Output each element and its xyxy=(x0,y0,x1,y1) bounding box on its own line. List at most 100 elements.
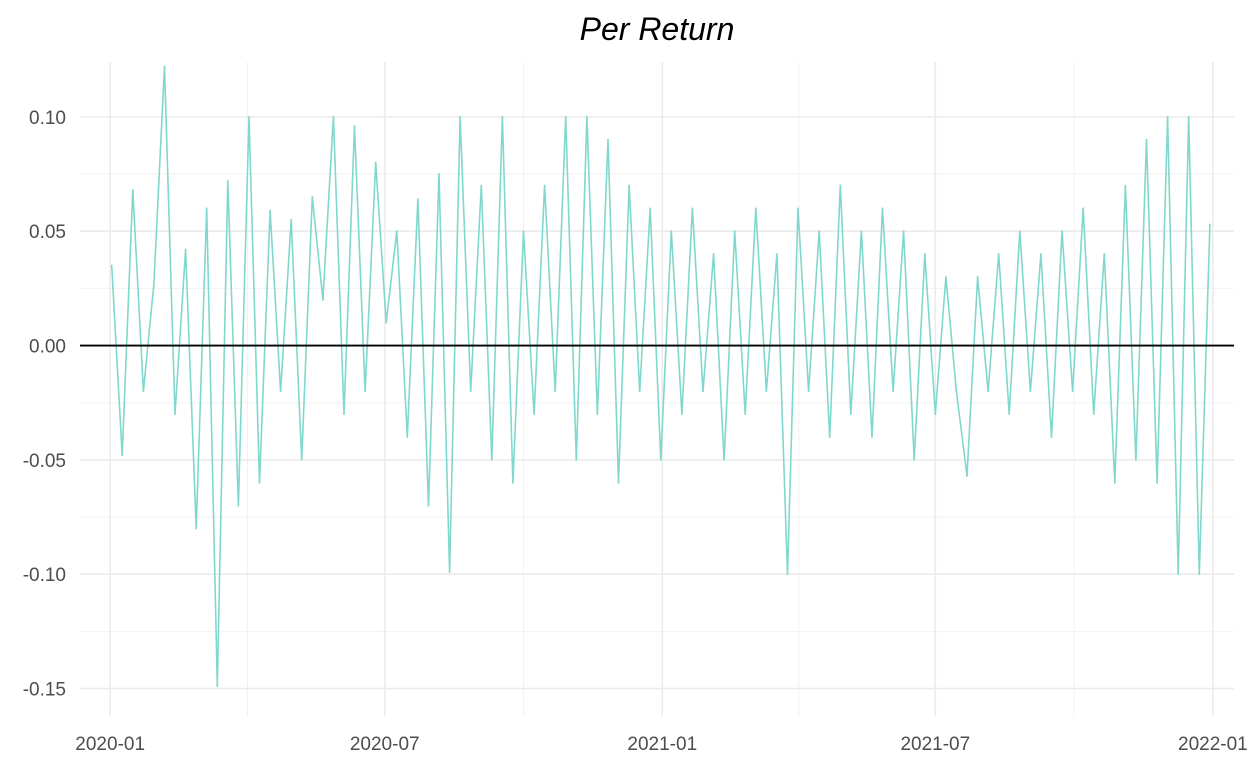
data-point xyxy=(290,218,293,221)
data-point xyxy=(406,436,409,438)
data-point xyxy=(1208,223,1211,226)
y-tick-labels: 0.10 0.05 0.00 -0.05 -0.10 -0.15 xyxy=(23,108,66,701)
data-point xyxy=(807,390,810,393)
data-point xyxy=(543,184,546,187)
data-point xyxy=(110,264,113,267)
data-point xyxy=(1082,207,1085,210)
data-point xyxy=(142,390,145,393)
x-tick-label: 2020-01 xyxy=(75,734,145,755)
data-point xyxy=(248,115,250,118)
data-point xyxy=(1061,230,1063,233)
data-point xyxy=(712,253,715,255)
data-point xyxy=(1145,138,1148,141)
data-point xyxy=(955,390,958,393)
y-tick-label: -0.15 xyxy=(23,680,66,701)
data-point xyxy=(395,230,398,233)
data-point xyxy=(184,248,187,251)
data-point xyxy=(913,458,916,461)
data-point xyxy=(501,115,504,118)
data-point xyxy=(258,481,261,484)
data-point xyxy=(818,230,821,233)
data-point xyxy=(1029,390,1032,393)
data-point xyxy=(923,253,926,255)
data-point xyxy=(533,413,535,416)
data-point xyxy=(786,573,789,576)
data-point xyxy=(427,504,430,507)
x-tick-label: 2021-07 xyxy=(900,734,970,755)
data-point xyxy=(575,458,578,461)
data-point xyxy=(1018,230,1021,233)
data-point xyxy=(195,527,198,530)
y-tick-label: -0.10 xyxy=(23,565,66,586)
x-tick-labels: 2020-01 2020-07 2021-01 2021-07 2022-01 xyxy=(75,734,1247,755)
data-point xyxy=(332,115,335,118)
x-tick-label: 2021-01 xyxy=(627,734,697,755)
data-point xyxy=(131,189,134,191)
data-point xyxy=(512,481,514,484)
x-tick-label: 2022-01 xyxy=(1178,734,1248,755)
data-point xyxy=(459,115,462,118)
x-tick-label: 2020-07 xyxy=(350,734,420,755)
data-point xyxy=(892,390,894,393)
data-point xyxy=(966,474,968,477)
data-point xyxy=(490,458,493,461)
data-point xyxy=(163,65,166,68)
data-point xyxy=(1040,253,1042,255)
data-point xyxy=(522,230,525,233)
y-tick-label: 0.10 xyxy=(29,108,66,129)
data-point xyxy=(849,413,852,416)
y-tick-label: 0.00 xyxy=(29,337,66,358)
data-point xyxy=(554,390,557,393)
data-point xyxy=(723,458,726,461)
data-point xyxy=(343,413,345,416)
data-point xyxy=(1135,458,1137,461)
grid-layer xyxy=(80,62,1234,716)
data-point xyxy=(300,458,303,461)
data-point xyxy=(702,390,704,393)
data-point xyxy=(976,276,979,278)
data-point xyxy=(417,198,419,201)
data-point xyxy=(564,115,567,118)
data-point xyxy=(934,413,937,416)
data-point xyxy=(1156,481,1158,484)
data-point xyxy=(1008,413,1011,416)
data-point xyxy=(1166,115,1169,118)
data-point xyxy=(216,685,219,688)
data-point xyxy=(226,180,229,182)
data-point xyxy=(374,161,377,164)
data-point xyxy=(765,390,768,393)
return-series-line xyxy=(110,65,1211,688)
data-point xyxy=(733,230,736,233)
data-point xyxy=(881,207,884,210)
data-point xyxy=(596,413,599,416)
data-point xyxy=(871,436,873,438)
data-point xyxy=(797,207,799,210)
data-point xyxy=(353,125,356,127)
series-layer xyxy=(110,65,1211,688)
data-point xyxy=(385,321,388,324)
data-point xyxy=(987,390,990,393)
data-point xyxy=(1198,573,1201,576)
data-point xyxy=(828,436,831,438)
data-point xyxy=(944,276,947,278)
data-point xyxy=(121,454,124,457)
data-point xyxy=(469,390,472,393)
data-point xyxy=(364,390,367,393)
data-point xyxy=(205,207,208,210)
data-point xyxy=(279,390,282,393)
y-tick-label: 0.05 xyxy=(29,222,66,243)
data-point xyxy=(269,209,271,212)
data-point xyxy=(638,390,641,393)
data-point xyxy=(997,253,1000,255)
data-point xyxy=(1177,573,1180,576)
data-point xyxy=(860,230,863,233)
data-point xyxy=(1050,436,1053,438)
data-point xyxy=(1071,390,1074,393)
data-point xyxy=(321,298,324,301)
data-point xyxy=(480,184,483,187)
data-point xyxy=(585,115,588,118)
data-point xyxy=(174,413,176,416)
data-point xyxy=(754,207,757,210)
